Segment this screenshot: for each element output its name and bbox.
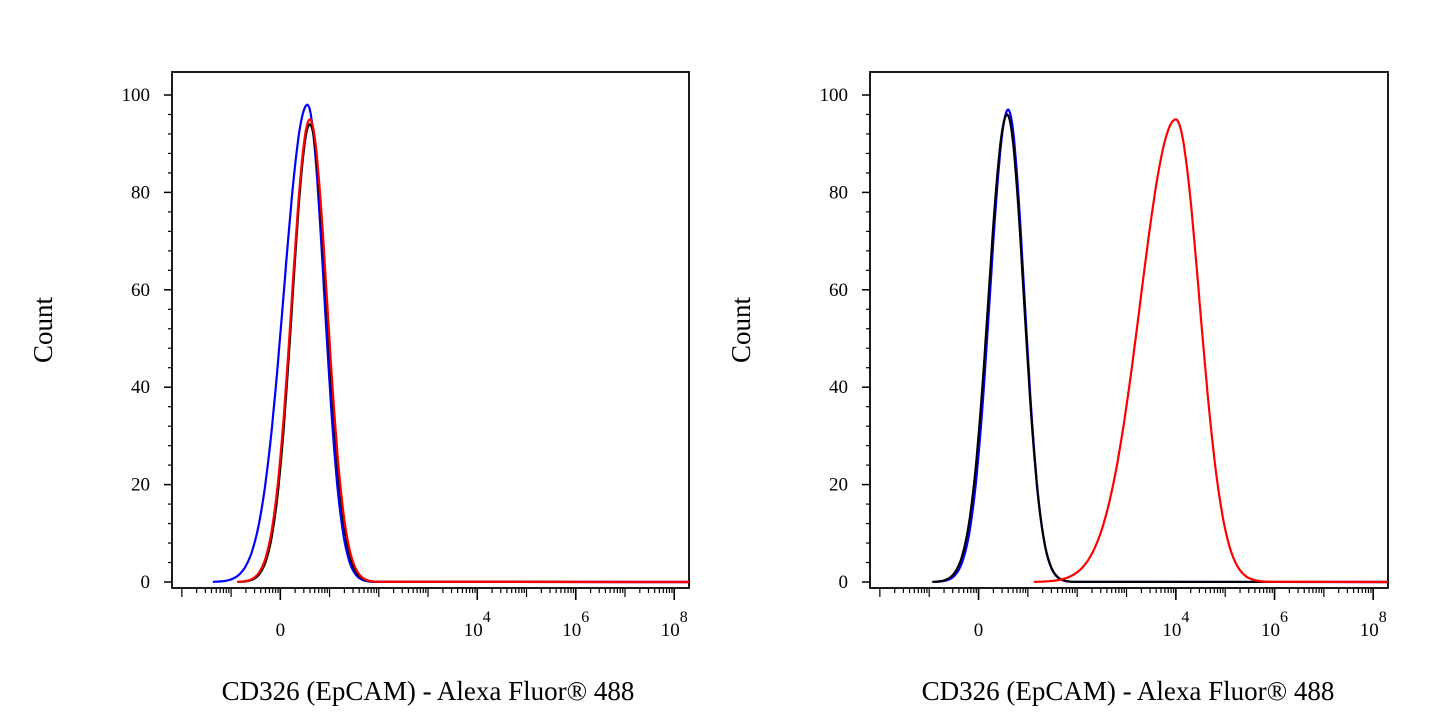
y-tick-label: 0 bbox=[839, 572, 849, 593]
y-tick-label: 40 bbox=[131, 377, 150, 398]
y-tick-label: 100 bbox=[122, 85, 151, 106]
y-tick-label: 0 bbox=[141, 572, 151, 593]
y-axis-title: Count bbox=[28, 296, 58, 363]
histogram-series-1 bbox=[935, 108, 1389, 584]
x-tick-label: 104 bbox=[1162, 609, 1189, 641]
histogram-series-1 bbox=[212, 103, 690, 584]
x-tick-label: 108 bbox=[1360, 609, 1387, 641]
y-tick-label: 80 bbox=[829, 182, 848, 203]
histogram-panel-1: 0 20 40 60 80 100 0 104 106 108 Count CD326 (EpCAM)… bbox=[28, 71, 690, 706]
x-tick-label: 106 bbox=[1261, 609, 1288, 641]
y-tick-label: 40 bbox=[829, 377, 848, 398]
y-tick-label: 80 bbox=[131, 182, 150, 203]
histogram-panel-2: 0 20 40 60 80 100 0 104 106 108 Count CD326 (EpCAM)… bbox=[726, 71, 1389, 706]
plot-frame bbox=[869, 71, 1389, 589]
y-tick-label: 60 bbox=[131, 280, 150, 301]
x-tick-label: 106 bbox=[562, 609, 589, 641]
x-axis-title: CD326 (EpCAM) - Alexa Fluor® 488 bbox=[222, 676, 635, 706]
x-tick-label: 0 bbox=[974, 620, 984, 641]
histogram-series-2 bbox=[932, 113, 1389, 584]
histogram-series-2 bbox=[239, 122, 690, 584]
y-tick-label: 60 bbox=[829, 280, 848, 301]
y-tick-label: 100 bbox=[820, 85, 849, 106]
y-axis-title: Count bbox=[726, 296, 756, 363]
histogram-series-3 bbox=[1033, 118, 1389, 584]
histogram-series-3 bbox=[237, 118, 690, 584]
x-tick-label: 108 bbox=[661, 609, 688, 641]
plot-frame bbox=[171, 71, 690, 589]
x-tick-label: 0 bbox=[276, 620, 286, 641]
x-tick-label: 104 bbox=[464, 609, 491, 641]
y-tick-label: 20 bbox=[829, 475, 848, 496]
x-axis-title: CD326 (EpCAM) - Alexa Fluor® 488 bbox=[922, 676, 1335, 706]
y-tick-label: 20 bbox=[131, 475, 150, 496]
